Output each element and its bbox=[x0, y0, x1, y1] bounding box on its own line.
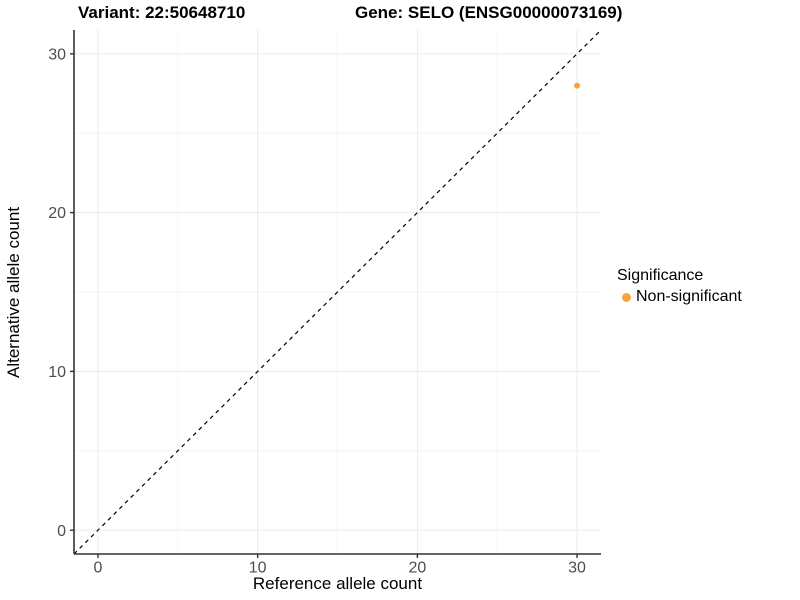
y-tick-label: 10 bbox=[48, 364, 66, 381]
x-tick-label: 0 bbox=[94, 559, 103, 576]
legend-title: Significance bbox=[617, 267, 704, 284]
y-tick-label: 30 bbox=[48, 46, 66, 63]
legend-point-icon bbox=[622, 292, 631, 302]
legend: Significance Non-significant bbox=[617, 266, 742, 306]
y-tick-label: 0 bbox=[57, 523, 66, 540]
y-tick-label: 20 bbox=[48, 205, 66, 222]
variant-title: Variant: 22:50648710 bbox=[78, 3, 246, 22]
y-axis-title: Alternative allele count bbox=[4, 206, 23, 378]
x-tick-label: 10 bbox=[249, 559, 267, 576]
legend-item-label: Non-significant bbox=[636, 288, 742, 305]
legend-item: Non-significant bbox=[617, 288, 742, 306]
data-point bbox=[574, 82, 581, 89]
gene-title: Gene: SELO (ENSG00000073169) bbox=[355, 3, 623, 22]
x-tick-label: 30 bbox=[568, 559, 586, 576]
x-tick-label: 20 bbox=[408, 559, 426, 576]
x-axis-title: Reference allele count bbox=[252, 574, 423, 593]
identity-line bbox=[73, 29, 602, 555]
